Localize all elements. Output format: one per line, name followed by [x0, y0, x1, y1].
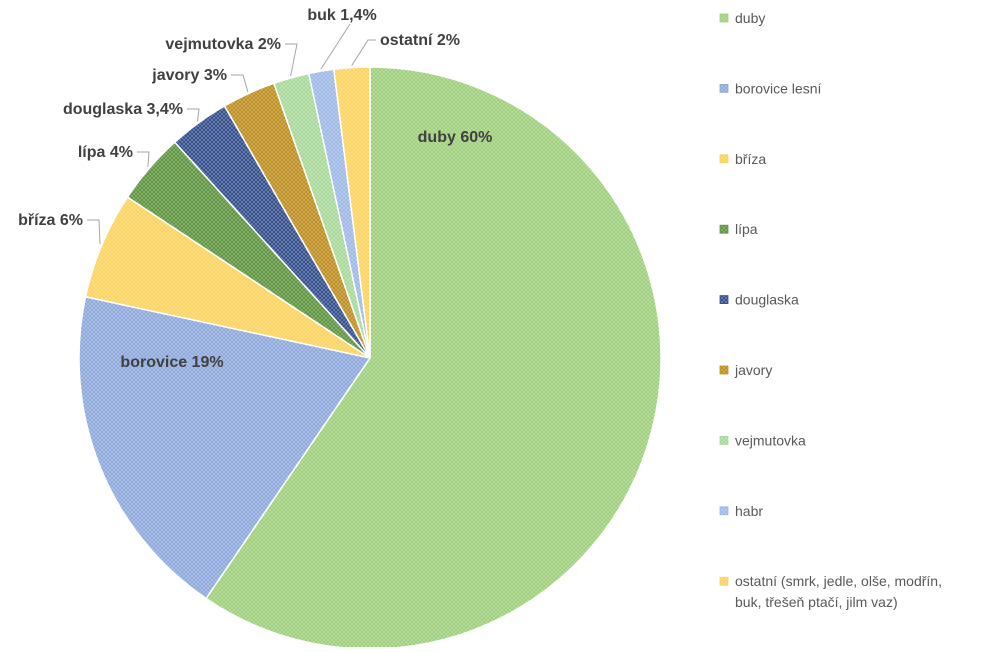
data-labels: duby 60% borovice 19% bříza 6% lípa 4% dougl…	[18, 7, 492, 371]
legend-label-vejmutovka: vejmutovka	[735, 432, 806, 448]
leader-lines	[87, 23, 376, 245]
legend-swatch-duby	[719, 13, 729, 23]
legend-item-borovice-lesni: borovice lesní	[719, 80, 821, 96]
legend-swatch-habr	[719, 506, 729, 516]
pie-slices	[78, 66, 662, 650]
data-label-borovice-lesni: borovice 19%	[120, 354, 223, 371]
legend-label-javory: javory	[734, 362, 772, 378]
leader-line-ostatni-smrk-jedle-olse-modrin-buk-tresen-ptaci-jilm-vaz	[351, 39, 376, 66]
legend-swatch-douglaska	[719, 295, 729, 305]
legend-item-javory: javory	[719, 362, 772, 378]
legend: duby borovice lesní bříza lípa douglaska javo…	[719, 10, 942, 610]
legend-item-briza: bříza	[719, 151, 766, 167]
legend-label-ostatni-smrk-jedle-olse-modrin-buk-tresen-ptaci-jilm-vaz: ostatní (smrk, jedle, olše, modřín, buk, …	[735, 573, 942, 610]
data-label-javory: javory 3%	[151, 67, 227, 84]
data-label-duby: duby 60%	[418, 129, 493, 146]
legend-item-ostatni-smrk-jedle-olse-modrin-buk-tresen-ptaci-jilm-vaz: ostatní (smrk, jedle, olše, modřín, buk, …	[719, 573, 942, 610]
legend-item-lipa: lípa	[719, 221, 758, 237]
legend-swatch-briza	[719, 154, 729, 164]
legend-label-douglaska: douglaska	[735, 292, 799, 308]
slice-borovice-lesni	[78, 295, 372, 600]
legend-item-vejmutovka: vejmutovka	[719, 432, 806, 448]
legend-label-lipa: lípa	[735, 221, 758, 237]
data-label-lipa: lípa 4%	[78, 144, 133, 161]
legend-item-duby: duby	[719, 10, 765, 26]
legend-label-borovice-lesni: borovice lesní	[735, 80, 821, 96]
leader-line-vejmutovka	[285, 43, 298, 77]
data-label-vejmutovka: vejmutovka 2%	[165, 36, 281, 53]
leader-line-lipa	[137, 151, 150, 167]
data-label-ostatni-smrk-jedle-olse-modrin-buk-tresen-ptaci-jilm-vaz: ostatní 2%	[380, 32, 460, 49]
legend-swatch-javory	[719, 365, 729, 375]
legend-swatch-vejmutovka	[719, 435, 729, 445]
leader-line-javory	[231, 74, 249, 92]
legend-label-habr: habr	[735, 503, 763, 519]
data-label-douglaska: douglaska 3,4%	[63, 101, 183, 118]
legend-swatch-borovice-lesni	[719, 84, 729, 93]
legend-label-duby: duby	[735, 10, 765, 26]
legend-swatch-ostatni-smrk-jedle-olse-modrin-buk-tresen-ptaci-jilm-vaz	[719, 576, 729, 586]
legend-item-douglaska: douglaska	[719, 292, 799, 308]
data-label-habr: buk 1,4%	[307, 7, 376, 24]
legend-swatch-lipa	[719, 224, 729, 234]
data-label-briza: bříza 6%	[18, 212, 83, 229]
leader-line-briza	[87, 219, 101, 245]
leader-line-habr	[320, 23, 351, 70]
legend-label-briza: bříza	[735, 151, 766, 167]
legend-item-habr: habr	[719, 503, 763, 519]
slice-ostatni-smrk-jedle-olse-modrin-buk-tresen-ptaci-jilm-vaz	[332, 66, 371, 359]
leader-line-douglaska	[187, 108, 200, 122]
